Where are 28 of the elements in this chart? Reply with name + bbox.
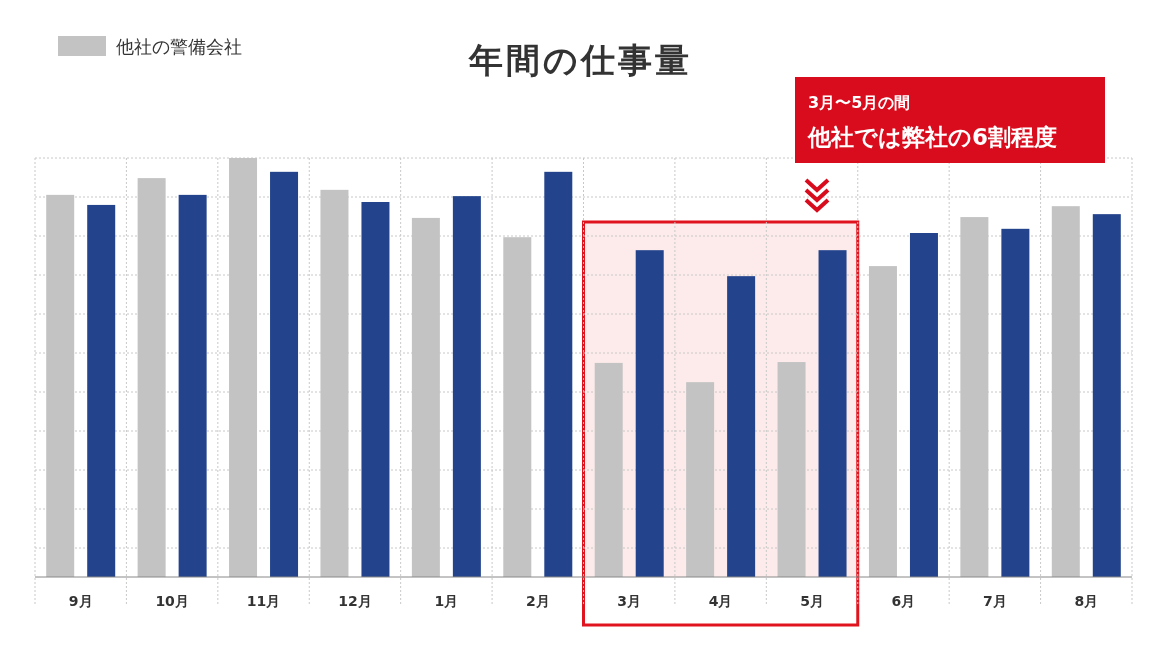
x-tick-label: 4月 [708, 593, 733, 609]
legend: 他社の警備会社 [58, 36, 242, 57]
bar [818, 250, 847, 577]
bar [361, 202, 390, 577]
x-tick-label: 3月 [617, 593, 642, 609]
bar [178, 194, 207, 577]
x-tick-label: 8月 [1074, 593, 1099, 609]
x-tick-label: 6月 [891, 593, 916, 609]
callout: 3月〜5月の間 他社では弊社の6割程度 [795, 77, 1105, 163]
bar [87, 204, 116, 577]
x-tick-label: 2月 [525, 593, 550, 609]
x-tick-label: 1月 [434, 593, 459, 609]
bar [727, 276, 756, 577]
x-tick-label: 12月 [338, 593, 372, 609]
x-tick-label: 9月 [68, 593, 93, 609]
bar [270, 171, 299, 577]
chart-title: 年間の仕事量 [467, 40, 692, 80]
bar [635, 250, 664, 577]
bar [1092, 214, 1121, 577]
bar [544, 171, 573, 577]
bar [452, 196, 481, 577]
x-tick-label: 7月 [983, 593, 1007, 609]
bar [909, 233, 938, 577]
bar [1001, 228, 1030, 577]
x-tick-label: 11月 [246, 593, 281, 609]
x-tick-label: 10月 [155, 593, 189, 609]
x-tick-label: 5月 [800, 593, 824, 609]
legend-label: 他社の警備会社 [116, 36, 242, 57]
